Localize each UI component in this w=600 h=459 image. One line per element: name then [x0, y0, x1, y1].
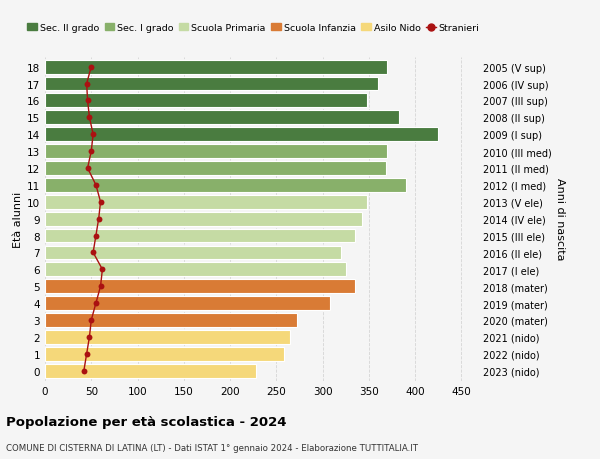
Point [91, 232, 101, 240]
Point [94, 215, 103, 223]
Point [86, 64, 96, 71]
Bar [45, 128, 439, 142]
Point [82, 81, 91, 88]
Point [85, 114, 94, 122]
Bar [45, 263, 346, 277]
Bar [45, 364, 256, 378]
Y-axis label: Anni di nascita: Anni di nascita [556, 178, 565, 260]
Bar [45, 212, 362, 226]
Point [91, 182, 101, 189]
Bar [45, 330, 290, 344]
Legend: Sec. II grado, Sec. I grado, Scuola Primaria, Scuola Infanzia, Asilo Nido, Stran: Sec. II grado, Sec. I grado, Scuola Prim… [23, 20, 483, 37]
Point [96, 283, 106, 290]
Point [79, 367, 89, 375]
Bar [45, 280, 355, 293]
Bar [45, 145, 388, 159]
Bar [45, 347, 284, 361]
Point [86, 148, 96, 156]
Y-axis label: Età alunni: Età alunni [13, 191, 23, 247]
Point [88, 131, 98, 139]
Point [98, 266, 107, 274]
Bar [45, 246, 341, 260]
Bar [45, 179, 406, 192]
Bar [45, 78, 378, 91]
Bar [45, 61, 388, 74]
Bar [45, 229, 355, 243]
Bar [45, 94, 367, 108]
Point [85, 334, 94, 341]
Bar [45, 111, 400, 125]
Bar [45, 313, 297, 327]
Bar [45, 162, 386, 175]
Bar [45, 297, 330, 310]
Point [83, 97, 92, 105]
Point [86, 317, 96, 324]
Text: Popolazione per età scolastica - 2024: Popolazione per età scolastica - 2024 [6, 415, 287, 428]
Text: COMUNE DI CISTERNA DI LATINA (LT) - Dati ISTAT 1° gennaio 2024 - Elaborazione TU: COMUNE DI CISTERNA DI LATINA (LT) - Dati… [6, 443, 418, 452]
Point [83, 165, 92, 172]
Bar [45, 196, 367, 209]
Point [91, 300, 101, 307]
Point [82, 350, 91, 358]
Point [96, 199, 106, 206]
Point [88, 249, 98, 257]
